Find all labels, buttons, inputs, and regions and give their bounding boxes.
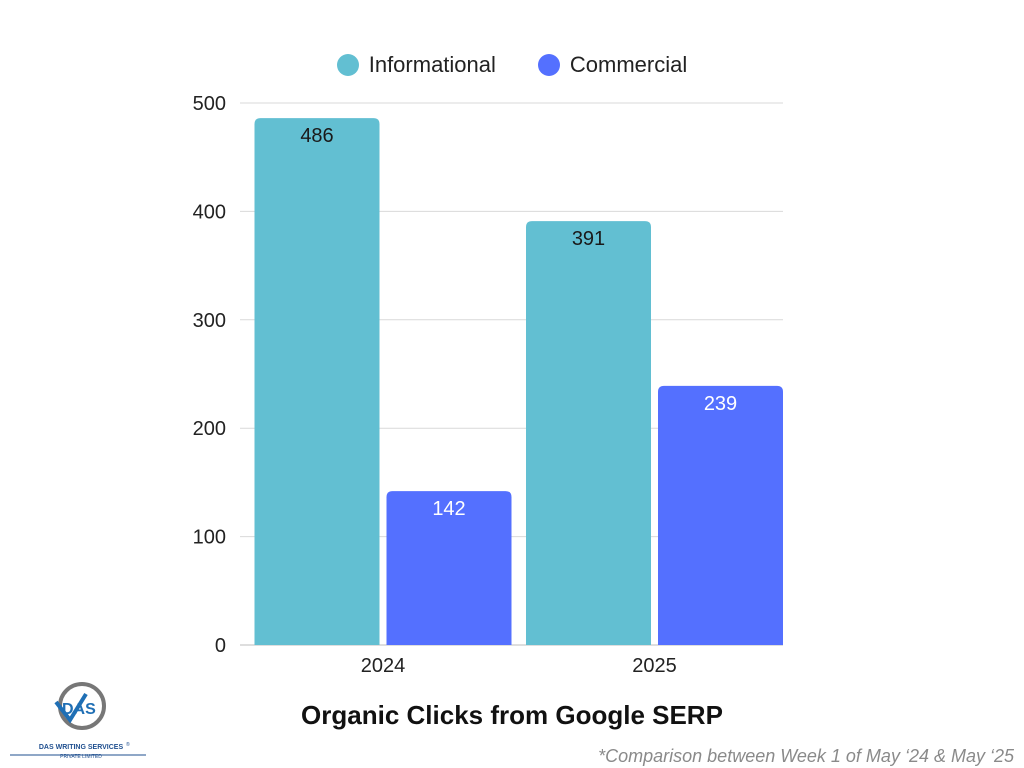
legend-swatch-commercial xyxy=(537,54,560,76)
bar-chart: 0 100 200 300 400 500 486 142 2024 391 239 2025 xyxy=(193,93,783,677)
data-label: 391 xyxy=(572,228,605,250)
legend-swatch-informational xyxy=(336,54,359,76)
x-tick-label: 2025 xyxy=(632,655,677,677)
bar-commercial-2024 xyxy=(386,491,512,645)
company-logo: DAS DAS WRITING SERVICES ® PRIVATE LIMIT… xyxy=(10,682,146,760)
logo-registered: ® xyxy=(126,741,130,748)
legend-label-informational: Informational xyxy=(368,52,496,77)
y-tick-label: 100 xyxy=(193,527,226,549)
y-tick-label: 400 xyxy=(193,201,226,223)
logo-name-line2: PRIVATE LIMITED xyxy=(60,754,102,760)
logo-mark-text: DAS xyxy=(62,701,96,718)
logo-name-line1: DAS WRITING SERVICES xyxy=(39,744,124,751)
legend-item-informational: Informational xyxy=(336,52,496,78)
legend-label-commercial: Commercial xyxy=(569,52,688,77)
y-tick-label: 200 xyxy=(193,418,226,440)
legend: Informational Commercial xyxy=(0,52,1024,78)
legend-item-commercial: Commercial xyxy=(537,52,688,78)
bar-commercial-2025 xyxy=(658,385,783,645)
x-tick-label: 2024 xyxy=(361,655,406,677)
y-tick-label: 300 xyxy=(193,310,226,332)
bar-informational-2024 xyxy=(254,118,380,645)
data-label: 142 xyxy=(432,498,465,520)
footnote: *Comparison between Week 1 of May ‘24 & … xyxy=(598,746,1014,766)
chart-title: Organic Clicks from Google SERP xyxy=(301,700,723,730)
y-tick-label: 500 xyxy=(193,93,226,115)
y-tick-label: 0 xyxy=(215,635,226,657)
data-label: 239 xyxy=(704,393,737,415)
bar-informational-2025 xyxy=(526,221,651,645)
data-label: 486 xyxy=(300,125,333,147)
